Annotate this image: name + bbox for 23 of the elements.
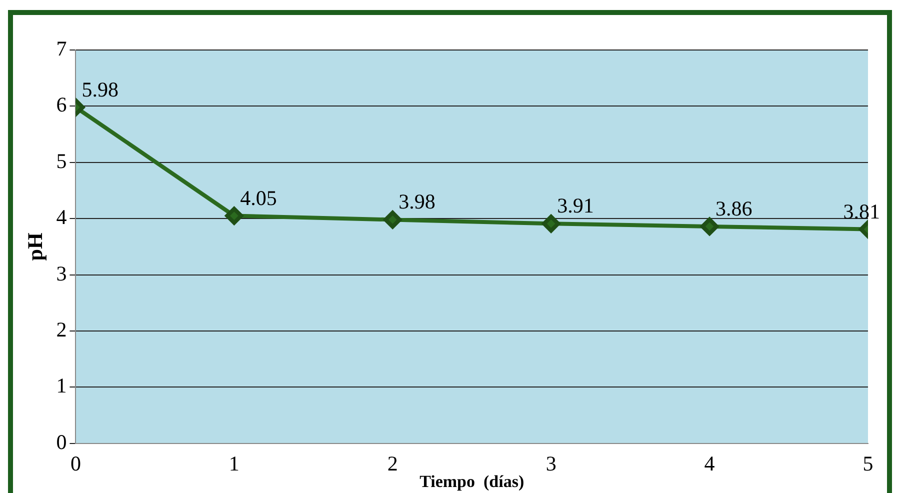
data-label: 3.98 xyxy=(398,190,436,214)
y-tick-label: 0 xyxy=(56,430,67,454)
data-label: 4.05 xyxy=(240,186,277,210)
data-label: 5.98 xyxy=(82,77,118,102)
y-tick-label: 4 xyxy=(56,205,68,230)
x-tick-label: 3 xyxy=(546,452,556,476)
x-axis-title: Tiempo (días) xyxy=(420,472,524,492)
y-tick-label: 1 xyxy=(56,374,67,398)
data-label: 3.86 xyxy=(716,196,752,220)
x-tick-label: 1 xyxy=(228,452,240,476)
x-tick-label: 2 xyxy=(387,452,398,476)
x-tick-label: 5 xyxy=(862,452,874,476)
data-label: 3.81 xyxy=(843,199,880,224)
y-tick-label: 2 xyxy=(56,318,67,342)
y-tick-label: 5 xyxy=(56,148,67,173)
y-tick-label: 6 xyxy=(56,92,67,117)
point xyxy=(542,214,560,233)
y-axis-title: pH xyxy=(23,232,48,261)
point xyxy=(384,210,402,229)
y-tick-label: 7 xyxy=(56,36,67,61)
x-tick-label: 4 xyxy=(704,452,716,476)
data-label: 3.91 xyxy=(557,194,594,218)
y-tick-label: 3 xyxy=(56,261,67,286)
